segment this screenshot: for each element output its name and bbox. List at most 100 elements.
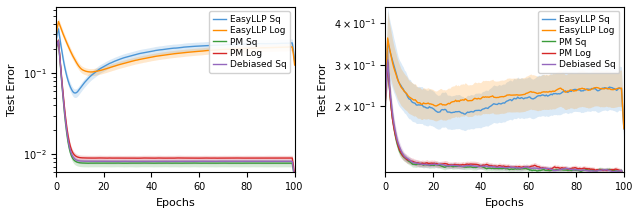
Line: Debiased Sq: Debiased Sq — [385, 60, 624, 177]
PM Log — [52, 46, 60, 49]
EasyLLP Sq — [483, 107, 490, 109]
Debiased Sq — [620, 176, 628, 179]
Debiased Sq — [53, 42, 61, 45]
EasyLLP Sq — [155, 49, 163, 51]
EasyLLP Sq — [76, 87, 84, 90]
PM Sq — [404, 159, 412, 162]
EasyLLP Sq — [184, 46, 191, 48]
PM Sq — [620, 176, 628, 179]
PM Log — [470, 163, 477, 166]
EasyLLP Sq — [53, 32, 61, 35]
EasyLLP Log — [52, 35, 60, 38]
EasyLLP Sq — [511, 97, 519, 100]
Debiased Sq — [404, 158, 412, 160]
PM Log — [54, 39, 62, 42]
EasyLLP Log — [601, 87, 609, 90]
PM Log — [620, 177, 628, 180]
EasyLLP Sq — [404, 96, 412, 99]
EasyLLP Sq — [383, 66, 390, 69]
EasyLLP Log — [87, 71, 95, 73]
EasyLLP Sq — [384, 38, 392, 41]
Line: EasyLLP Log: EasyLLP Log — [385, 38, 624, 129]
EasyLLP Sq — [601, 86, 609, 89]
Debiased Sq — [384, 59, 392, 61]
EasyLLP Log — [404, 94, 412, 97]
EasyLLP Log — [53, 27, 61, 29]
EasyLLP Log — [273, 46, 280, 49]
PM Sq — [381, 100, 389, 103]
EasyLLP Sq — [52, 39, 60, 41]
Line: EasyLLP Sq: EasyLLP Sq — [385, 40, 624, 129]
EasyLLP Log — [184, 51, 191, 54]
Legend: EasyLLP Sq, EasyLLP Log, PM Sq, PM Log, Debiased Sq: EasyLLP Sq, EasyLLP Log, PM Sq, PM Log, … — [209, 11, 290, 73]
PM Log — [511, 166, 519, 168]
PM Sq — [75, 161, 83, 164]
Line: PM Log: PM Log — [385, 63, 624, 178]
Y-axis label: Test Error: Test Error — [7, 63, 17, 116]
Line: PM Sq: PM Sq — [56, 41, 294, 181]
EasyLLP Log — [483, 96, 490, 98]
PM Log — [141, 157, 148, 159]
Y-axis label: Test Error: Test Error — [318, 63, 328, 116]
Legend: EasyLLP Sq, EasyLLP Log, PM Sq, PM Log, Debiased Sq: EasyLLP Sq, EasyLLP Log, PM Sq, PM Log, … — [538, 11, 620, 73]
Debiased Sq — [601, 169, 609, 171]
PM Sq — [470, 166, 477, 169]
PM Log — [601, 169, 609, 171]
Debiased Sq — [54, 40, 62, 42]
Debiased Sq — [141, 160, 148, 163]
PM Sq — [383, 79, 390, 81]
PM Sq — [384, 61, 392, 63]
PM Sq — [52, 47, 60, 50]
Debiased Sq — [511, 166, 519, 169]
Line: PM Sq: PM Sq — [385, 62, 624, 177]
Debiased Sq — [272, 160, 280, 163]
Line: EasyLLP Sq: EasyLLP Sq — [56, 29, 294, 93]
PM Log — [404, 158, 412, 161]
Line: PM Log: PM Log — [56, 40, 294, 176]
EasyLLP Sq — [71, 92, 79, 94]
PM Sq — [601, 169, 609, 171]
Debiased Sq — [154, 160, 161, 163]
PM Sq — [291, 180, 298, 183]
X-axis label: Epochs: Epochs — [484, 198, 524, 208]
PM Sq — [141, 162, 148, 164]
Debiased Sq — [483, 165, 490, 168]
PM Log — [384, 61, 392, 64]
EasyLLP Log — [383, 64, 390, 67]
PM Log — [154, 157, 161, 159]
Debiased Sq — [381, 100, 389, 102]
Debiased Sq — [383, 78, 390, 80]
EasyLLP Log — [620, 127, 628, 130]
Debiased Sq — [75, 160, 83, 162]
PM Log — [272, 157, 280, 159]
EasyLLP Log — [470, 98, 477, 101]
PM Log — [182, 157, 190, 159]
EasyLLP Log — [54, 20, 62, 23]
Line: EasyLLP Log: EasyLLP Log — [56, 21, 294, 72]
PM Log — [483, 163, 490, 166]
EasyLLP Sq — [381, 94, 389, 97]
Debiased Sq — [470, 165, 477, 167]
EasyLLP Sq — [141, 51, 149, 54]
PM Sq — [53, 43, 61, 45]
EasyLLP Log — [75, 65, 83, 67]
EasyLLP Sq — [54, 28, 62, 30]
EasyLLP Log — [291, 64, 298, 66]
PM Log — [383, 79, 390, 82]
EasyLLP Sq — [273, 42, 280, 45]
EasyLLP Sq — [620, 128, 628, 130]
PM Sq — [54, 40, 62, 43]
EasyLLP Log — [511, 94, 519, 96]
EasyLLP Sq — [470, 110, 477, 113]
PM Sq — [272, 162, 280, 164]
EasyLLP Log — [381, 93, 389, 95]
X-axis label: Epochs: Epochs — [156, 198, 195, 208]
PM Log — [53, 42, 61, 44]
Debiased Sq — [291, 178, 298, 181]
PM Log — [75, 156, 83, 159]
PM Log — [291, 175, 298, 177]
EasyLLP Log — [141, 57, 149, 60]
Debiased Sq — [182, 160, 190, 163]
EasyLLP Log — [155, 55, 163, 57]
Debiased Sq — [52, 47, 60, 49]
